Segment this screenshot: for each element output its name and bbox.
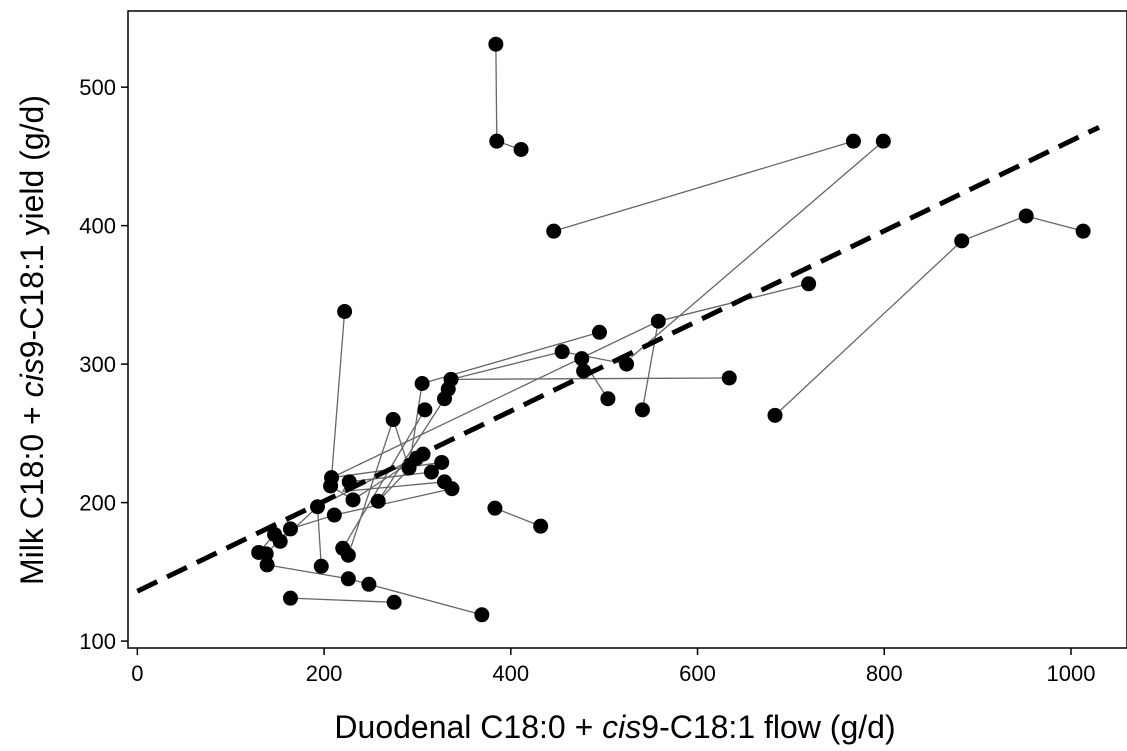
data-point: [634, 402, 650, 418]
data-point: [340, 547, 356, 563]
data-point: [554, 344, 570, 360]
connecting-segment: [450, 351, 563, 380]
data-point: [488, 36, 504, 52]
connecting-segment: [1025, 215, 1084, 232]
y-tick-label: 400: [79, 214, 116, 239]
data-point: [434, 454, 450, 470]
connecting-segment: [494, 507, 541, 527]
data-point: [345, 492, 361, 508]
data-point: [576, 363, 592, 379]
connecting-segment: [334, 488, 453, 516]
connecting-segment: [290, 514, 335, 530]
connecting-segment: [451, 377, 730, 381]
data-point: [487, 500, 503, 516]
connecting-segment: [290, 597, 395, 603]
data-point: [474, 607, 490, 623]
data-point: [444, 481, 460, 497]
x-axis: 0 200 400 600 800 1000: [131, 648, 1095, 686]
data-point: [513, 141, 529, 157]
x-tick-label: 1000: [1047, 661, 1096, 686]
x-tick-label: 200: [306, 661, 343, 686]
plot-area-frame: [127, 10, 1127, 649]
y-tick-label: 300: [79, 352, 116, 377]
connecting-segment: [774, 240, 963, 416]
data-point: [591, 324, 607, 340]
data-point: [845, 133, 861, 149]
x-tick-label: 0: [131, 661, 143, 686]
connecting-segment: [267, 564, 349, 580]
data-point: [721, 370, 737, 386]
connecting-segment: [641, 321, 659, 410]
connecting-segment: [630, 140, 884, 358]
data-point: [417, 402, 433, 418]
data-point: [323, 478, 339, 494]
x-axis-title: Duodenal C18:0 + cis9-C18:1 flow (g/d): [334, 709, 895, 745]
regression-line-layer: [136, 125, 1101, 594]
data-point: [282, 590, 298, 606]
data-point: [533, 518, 549, 534]
data-point: [258, 546, 274, 562]
data-point: [415, 446, 431, 462]
connecting-segment: [368, 583, 483, 616]
y-tick-label: 200: [79, 491, 116, 516]
connecting-segment: [347, 419, 394, 556]
data-point: [414, 376, 430, 392]
data-point: [385, 412, 401, 428]
connecting-segment: [331, 320, 659, 479]
connecting-segment: [553, 140, 854, 232]
regression-line: [136, 125, 1101, 594]
data-point: [259, 557, 275, 573]
y-axis-title: Milk C18:0 + cis9-C18:1 yield (g/d): [14, 95, 50, 585]
data-point: [489, 133, 505, 149]
data-point: [546, 223, 562, 239]
connecting-segment: [342, 481, 445, 493]
connecting-segments: [258, 44, 1084, 616]
data-point: [386, 594, 402, 610]
y-axis: 100 200 300 400 500: [79, 75, 128, 654]
y-tick-label: 500: [79, 75, 116, 100]
data-point: [875, 133, 891, 149]
data-point: [272, 533, 288, 549]
data-point: [341, 474, 357, 490]
x-tick-label: 600: [679, 661, 716, 686]
data-point: [1075, 223, 1091, 239]
connecting-segment: [279, 506, 318, 542]
data-point: [423, 464, 439, 480]
connecting-segment: [377, 398, 446, 502]
connecting-segment: [330, 311, 346, 478]
data-point: [313, 558, 329, 574]
data-point: [574, 351, 590, 367]
data-point: [326, 507, 342, 523]
x-tick-label: 800: [866, 661, 903, 686]
data-point: [370, 493, 386, 509]
connecting-segment: [495, 44, 498, 142]
data-point: [1018, 208, 1034, 224]
data-point: [650, 313, 666, 329]
y-tick-label: 100: [79, 629, 116, 654]
data-point: [767, 407, 783, 423]
data-point: [619, 356, 635, 372]
data-point: [282, 521, 298, 537]
data-point: [337, 303, 353, 319]
x-tick-label: 400: [492, 661, 529, 686]
data-point: [340, 571, 356, 587]
data-point: [801, 276, 817, 292]
connecting-segment: [961, 215, 1027, 242]
data-points: [251, 36, 1091, 623]
connecting-segment: [316, 506, 322, 567]
data-point: [361, 576, 377, 592]
data-point: [600, 391, 616, 407]
data-point: [954, 233, 970, 249]
data-point: [310, 499, 326, 515]
data-point: [437, 391, 453, 407]
